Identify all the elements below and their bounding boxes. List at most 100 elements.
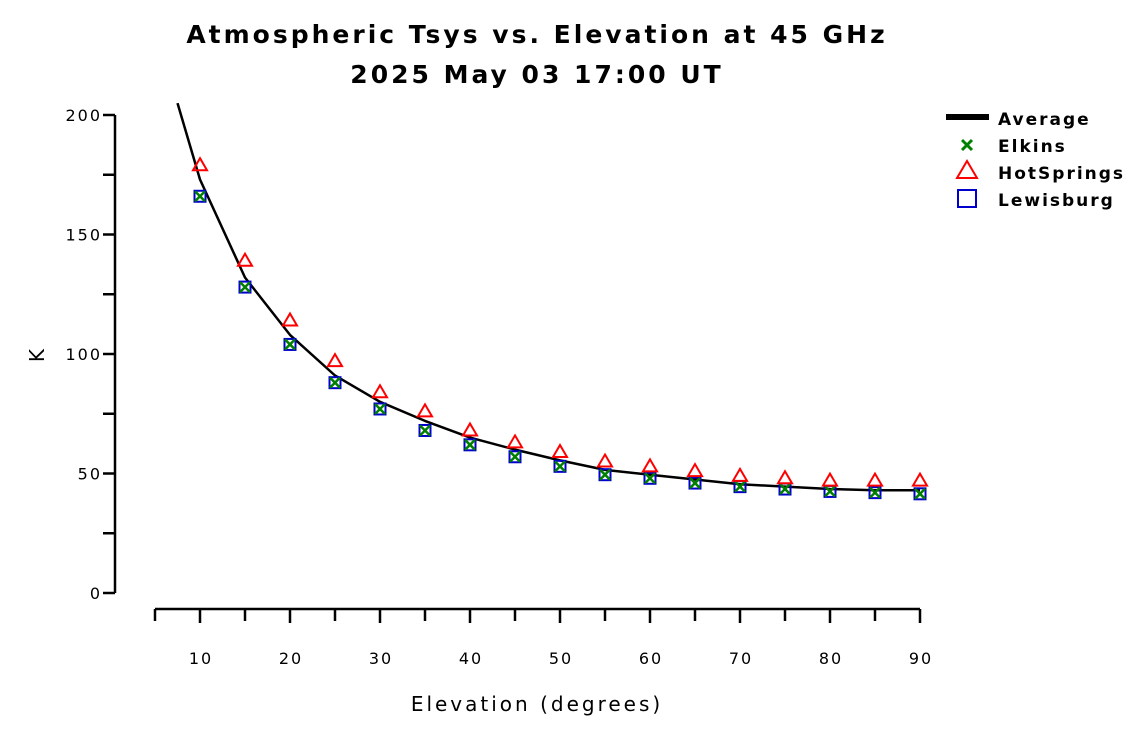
chart-title: Atmospheric Tsys vs. Elevation at 45 GHz [186,20,887,49]
plot-series [176,103,929,501]
hotsprings-series [191,156,929,487]
elkins-marker-stroke [554,460,566,473]
lewisburg-point [373,402,387,416]
y-axis-label: K [25,346,49,362]
elkins-point [194,190,206,203]
elkins-marker-stroke [374,403,386,415]
hotsprings-point [506,433,524,449]
elkins-marker-stroke [329,376,341,389]
chart-subtitle: 2025 May 03 17:00 UT [350,60,723,89]
hotsprings-point [281,311,299,327]
elkins-point [599,468,611,481]
lewisburg-point [688,476,702,490]
hotsprings-point [686,462,704,478]
x-tick-label: 50 [549,649,573,668]
average-line [176,103,920,492]
legend-swatch-triangle [955,159,979,179]
lewisburg-point [283,337,297,351]
elkins-marker-stroke [914,487,926,500]
hotsprings-point [596,452,614,468]
elkins-point [509,450,521,463]
lewisburg-point [868,486,882,500]
legend-item-elkins: Elkins [960,137,1067,157]
elkins-marker-stroke [689,477,701,489]
elkins-marker-stroke [509,450,521,463]
elkins-marker-stroke [869,486,881,499]
lewisburg-point [193,189,207,203]
y-tick-label: 200 [65,106,102,125]
elkins-point [824,485,836,498]
hotsprings-point [416,402,434,418]
legend-label: HotSprings [998,164,1125,184]
x-tick-label: 20 [279,649,303,668]
hotsprings-point [551,443,569,458]
legend-label: Elkins [998,137,1067,157]
elkins-marker-stroke [644,472,656,485]
elkins-marker-stroke [284,338,296,351]
x-tick-label: 90 [909,649,933,668]
x-tick-label: 40 [459,649,483,668]
legend-swatch-square [957,189,977,208]
lewisburg-point [328,376,342,390]
elkins-marker-stroke [779,483,791,495]
elkins-series [194,190,926,500]
hotsprings-point [821,471,839,487]
lewisburg-point [238,280,252,294]
hotsprings-point [326,352,344,368]
lewisburg-point [598,468,612,482]
hotsprings-point [371,383,389,399]
elkins-point [464,438,476,451]
elkins-point [689,477,701,489]
x-tick-label: 10 [189,649,213,668]
elkins-point [284,338,296,351]
lewisburg-point [913,487,927,501]
x-tick-label: 80 [819,649,843,668]
x-axis-label: Elevation (degrees) [411,692,663,716]
y-tick-label: 0 [90,584,102,603]
elkins-marker-stroke [239,281,251,293]
elkins-point [644,472,656,485]
y-axis: 0 50 100 150 200 [65,106,117,603]
elkins-point [329,376,341,389]
hotsprings-point [866,471,884,487]
legend-item-lewisburg: Lewisburg [957,189,1115,211]
lewisburg-point [463,438,477,452]
legend: Average Elkins HotSprings Lewisburg [946,110,1125,211]
x-tick-label: 60 [639,649,663,668]
elkins-marker-stroke [824,485,836,498]
legend-swatch-x [960,138,974,152]
legend-item-hotsprings: HotSprings [955,159,1125,184]
lewisburg-point [553,459,567,473]
hotsprings-point [641,457,659,473]
elkins-point [734,480,746,493]
elkins-marker-stroke [194,190,206,203]
elkins-point [914,487,926,500]
hotsprings-point [731,466,749,482]
legend-label: Lewisburg [998,191,1115,211]
lewisburg-series [193,189,927,501]
lewisburg-point [643,471,657,485]
elkins-marker-stroke [734,480,746,493]
hotsprings-point [911,471,929,487]
x-tick-label: 30 [369,649,393,668]
elkins-point [239,281,251,293]
legend-label: Average [998,110,1091,130]
legend-swatch-stroke [960,138,974,152]
x-tick-label: 70 [729,649,753,668]
hotsprings-point [236,251,254,267]
elkins-marker-stroke [419,424,431,437]
y-tick-label: 100 [65,345,102,364]
elkins-marker-stroke [599,468,611,481]
hotsprings-point [776,469,794,485]
y-tick-label: 150 [65,226,102,245]
elkins-point [554,460,566,473]
hotsprings-point [191,156,209,172]
elkins-point [779,483,791,495]
elkins-point [374,403,386,415]
elkins-marker-stroke [464,438,476,451]
hotsprings-point [461,421,479,437]
x-axis: 10 20 30 40 50 60 70 80 90 [153,607,933,668]
elkins-point [419,424,431,437]
lewisburg-point [418,423,432,437]
